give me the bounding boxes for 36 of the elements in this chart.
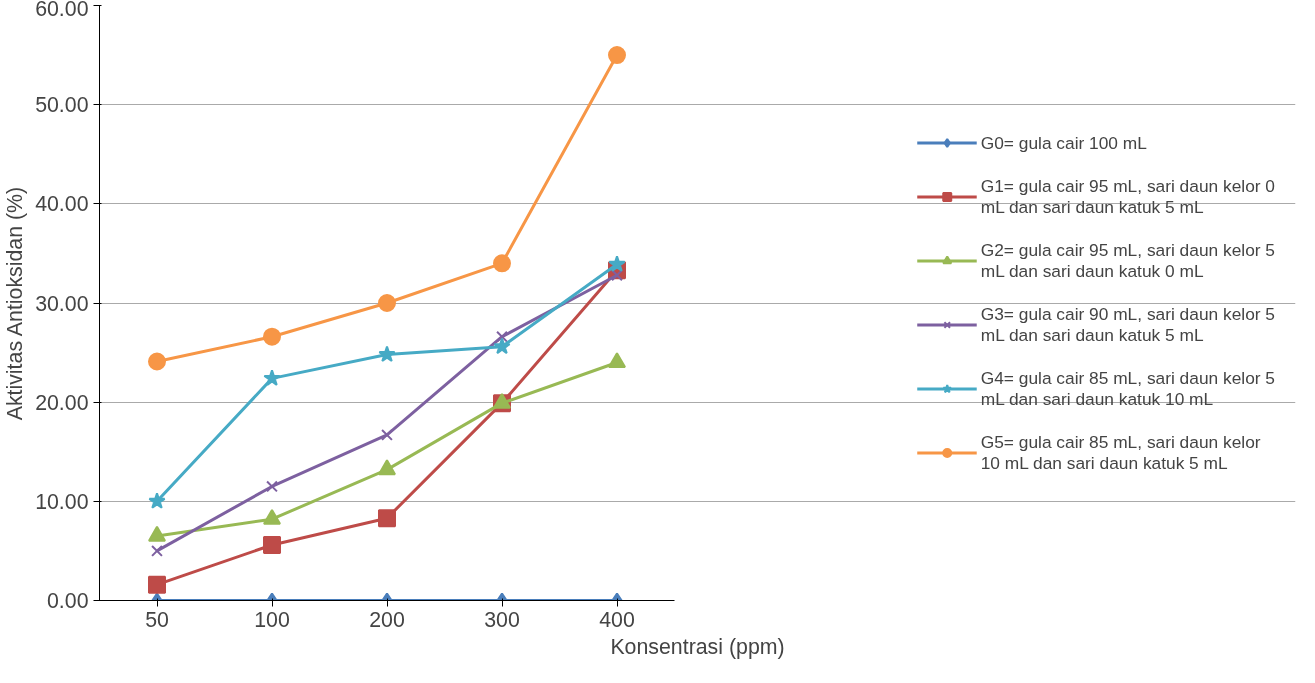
point — [378, 294, 396, 312]
point — [493, 254, 511, 273]
legend-label: G5= gula cair 85 mL, sari daun kelor 10 mL dan sari daun katuk 5 mL — [980, 431, 1261, 473]
point — [493, 337, 511, 355]
point — [263, 508, 281, 525]
point — [148, 492, 166, 509]
y-axis-title: Aktivitas Antioksidan (%) — [3, 186, 28, 421]
point — [381, 428, 393, 441]
point — [263, 327, 281, 346]
x-axis-title: Konsentrasi (ppm) — [610, 634, 785, 659]
y-tick-label: 60.00 — [35, 0, 89, 21]
x-tick-label: 50 — [145, 607, 169, 632]
y-tick-label: 20.00 — [35, 390, 89, 415]
point — [148, 525, 166, 542]
x-tick-label: 300 — [484, 607, 520, 632]
y-tick-label: 40.00 — [35, 192, 89, 217]
y-tick-label: 50.00 — [35, 93, 89, 118]
point — [378, 345, 396, 363]
y-tick-label: 0.00 — [46, 589, 89, 613]
point — [263, 369, 281, 386]
legend-label: G3= gula cair 90 mL, sari daun kelor 5 mL dan sari daun katuk 5 mL — [980, 303, 1275, 345]
point — [608, 352, 626, 369]
x-tick-label: 100 — [254, 607, 290, 632]
point — [608, 255, 626, 272]
x-tick-label: 200 — [369, 607, 405, 632]
x-tick-label: 400 — [599, 607, 635, 632]
point — [493, 392, 511, 409]
point — [378, 459, 396, 476]
y-tick-label: 30.00 — [35, 291, 89, 316]
legend-label: G4= gula cair 85 mL, sari daun kelor 5 mL dan sari daun katuk 10 mL — [980, 367, 1275, 409]
legend-label: G1= gula cair 95 mL, sari daun kelor 0 mL dan sari daun katuk 5 mL — [980, 175, 1275, 217]
point — [496, 330, 508, 343]
point — [148, 352, 166, 371]
y-tick-label: 10.00 — [35, 489, 89, 514]
legend-label: G2= gula cair 95 mL, sari daun kelor 5 mL dan sari daun katuk 0 mL — [980, 239, 1275, 281]
legend-label: G0= gula cair 100 mL — [980, 132, 1147, 153]
